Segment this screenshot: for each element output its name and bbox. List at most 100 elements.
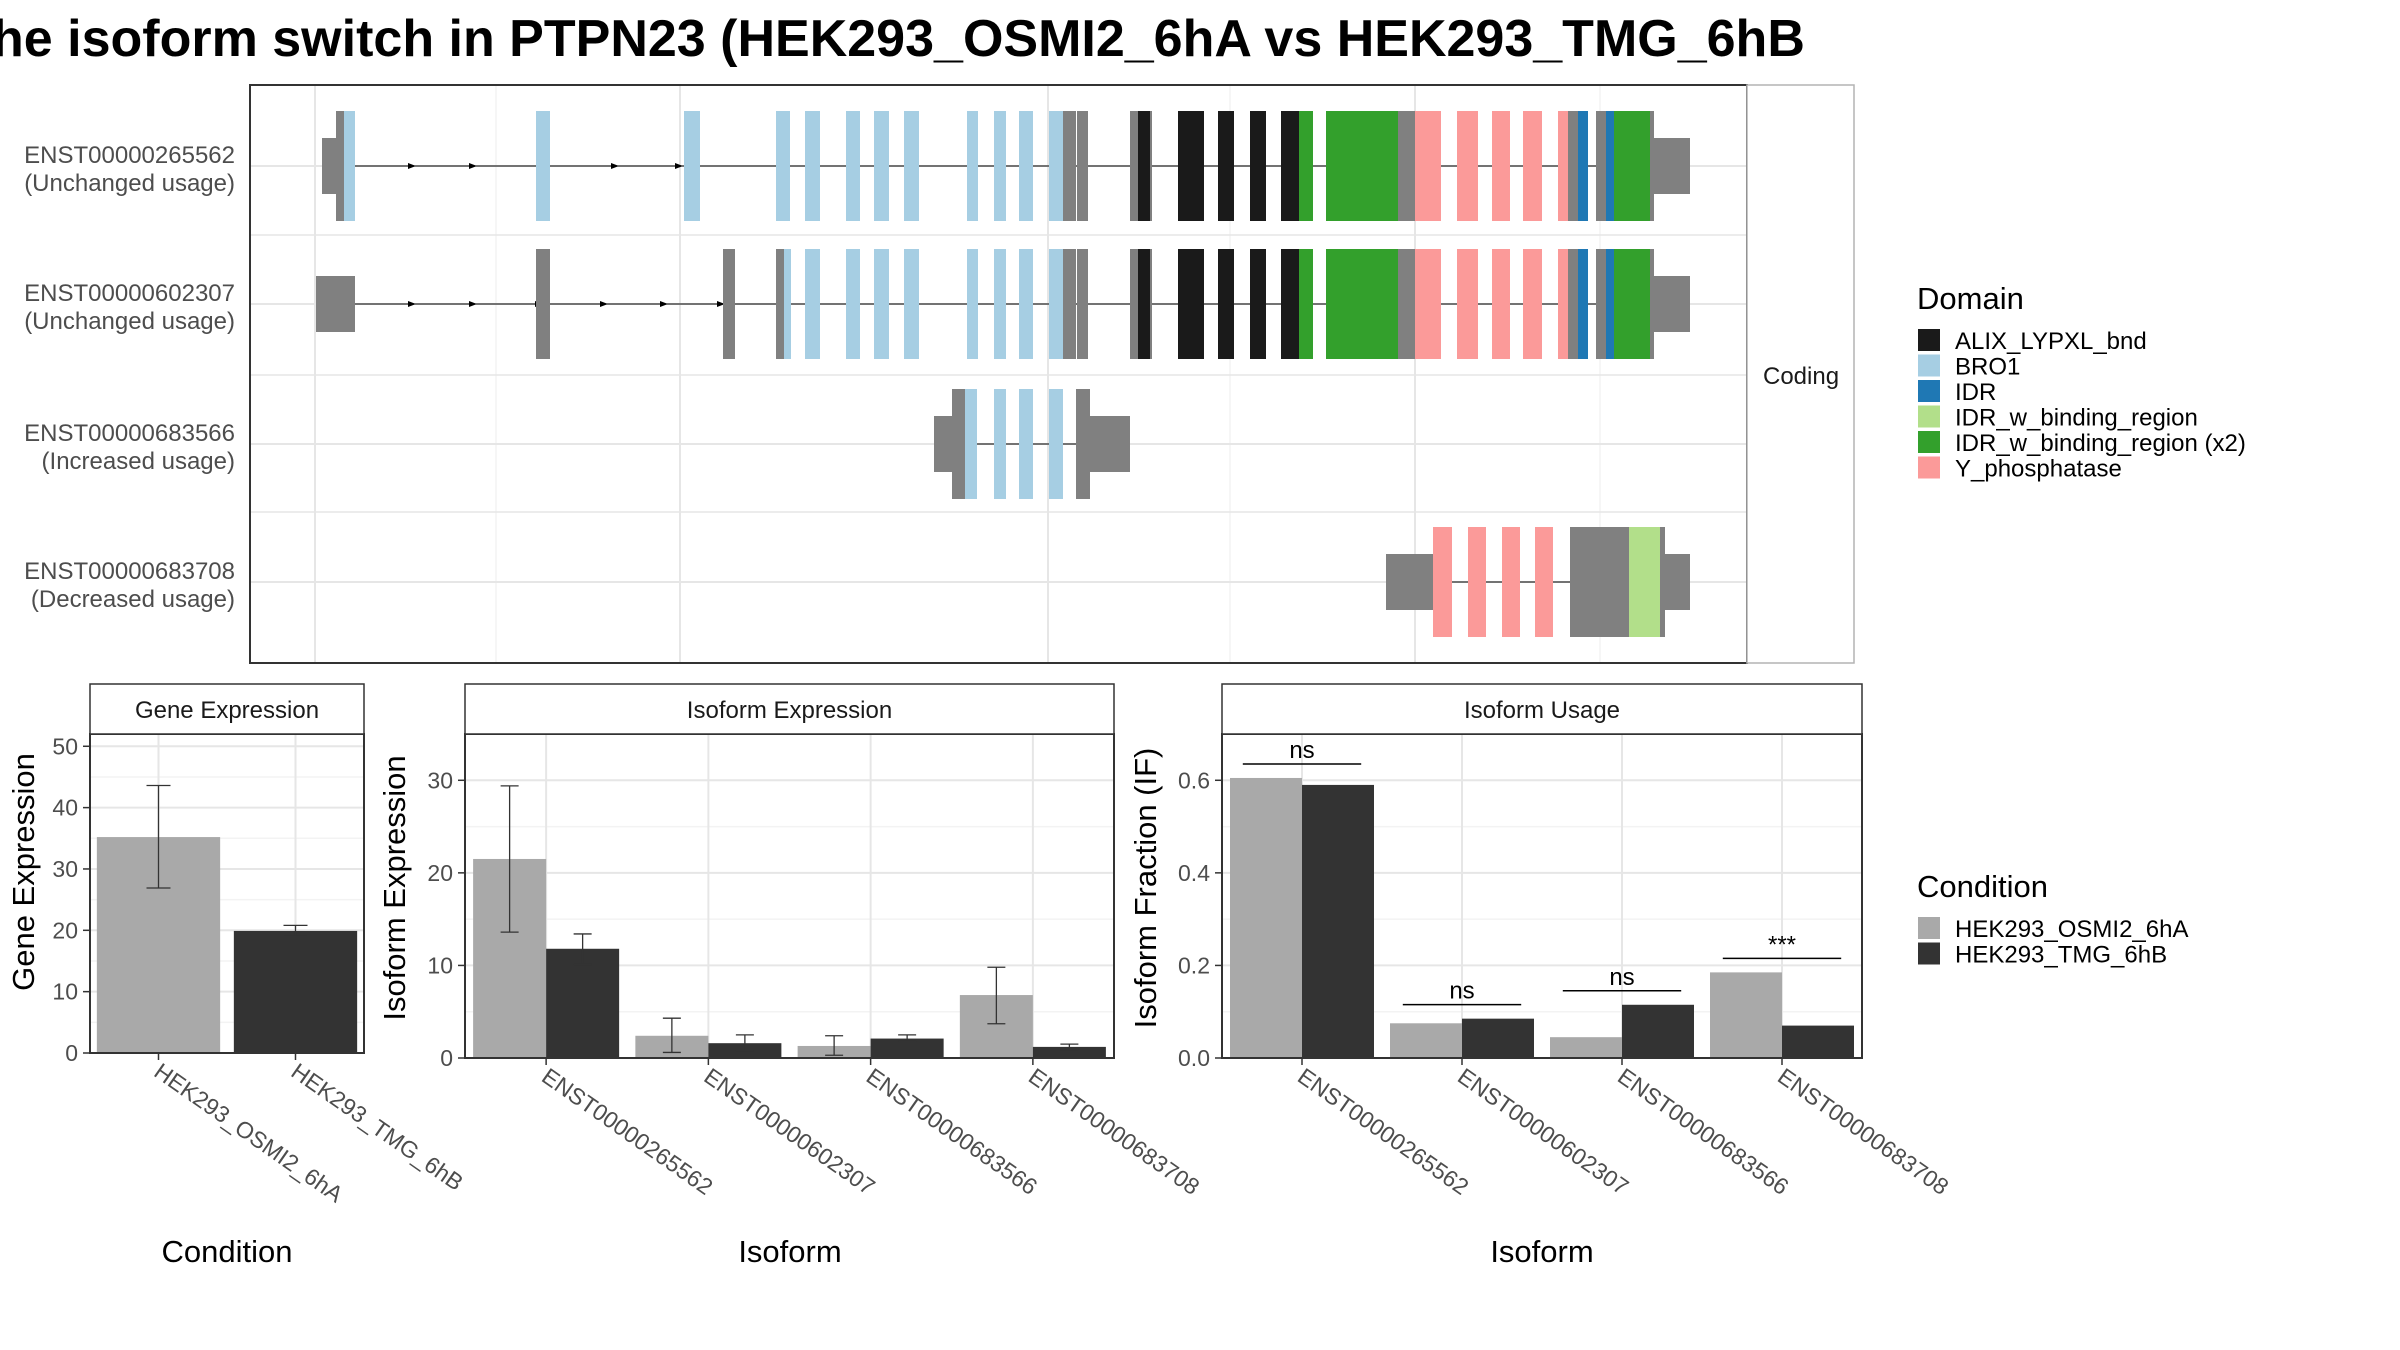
y-tick-label: 0 (440, 1045, 453, 1071)
x-tick-label: ENST00000602307 (1453, 1063, 1633, 1200)
y-tick-label: 20 (427, 860, 453, 886)
y-tick-label: 30 (52, 856, 78, 882)
x-tick-label: ENST00000683566 (862, 1063, 1042, 1200)
exon-ALIX_LYPXL_bnd (1281, 249, 1299, 359)
x-axis-label: Isoform (1490, 1234, 1593, 1269)
legend-key (1918, 431, 1940, 453)
legends-layer: DomainALIX_LYPXL_bndBRO1IDRIDR_w_binding… (1917, 281, 2246, 969)
y-tick-label: 50 (52, 733, 78, 759)
x-axis-label: Condition (162, 1234, 293, 1269)
exon-noncoding (1063, 111, 1076, 221)
exon-IDR_w_binding_region_x2 (1299, 111, 1313, 221)
exon-noncoding (1568, 249, 1578, 359)
intron-arrow-icon (717, 301, 725, 307)
y-axis-label: Isoform Expression (377, 755, 412, 1020)
legend-title: Condition (1917, 869, 2048, 904)
legend-key (1918, 456, 1940, 479)
exon-Y_phosphatase (1523, 111, 1542, 221)
isoform-label-usage: (Decreased usage) (31, 586, 235, 613)
transcript-ENST00000602307 (316, 249, 1690, 359)
facet-strip-label: Coding (1763, 363, 1839, 390)
bar (1390, 1023, 1462, 1058)
exon-BRO1 (967, 111, 978, 221)
significance-label: ns (1449, 978, 1474, 1005)
exon-BRO1 (784, 249, 791, 359)
y-tick-label: 0.0 (1178, 1045, 1210, 1071)
exon-noncoding (1077, 111, 1088, 221)
exon-BRO1 (1049, 111, 1063, 221)
exon-noncoding (952, 389, 965, 499)
exon-ALIX_LYPXL_bnd (1218, 111, 1234, 221)
exon-IDR (1606, 111, 1614, 221)
exon-noncoding (1063, 249, 1076, 359)
bar (1230, 777, 1302, 1058)
exon-BRO1 (994, 249, 1006, 359)
transcript-structure-panel: ENST00000265562(Unchanged usage)ENST0000… (24, 84, 1855, 664)
exon-BRO1 (1019, 249, 1033, 359)
exon-Y_phosphatase (1492, 249, 1510, 359)
exon-noncoding (1398, 111, 1415, 221)
intron-arrow-icon (408, 301, 416, 307)
significance-label: *** (1768, 931, 1796, 958)
y-tick-label: 0.6 (1178, 767, 1210, 793)
exon-BRO1 (805, 111, 820, 221)
chart-panel-2: 0.0 0.2 0.4 0.6 ns ns ns *** Isoform Usage ENST00… (1128, 683, 1954, 1269)
exon-BRO1 (1019, 389, 1033, 499)
utr-exon (934, 416, 955, 472)
legend-title: Domain (1917, 281, 2024, 316)
utr-exon (1386, 554, 1436, 610)
legend-label: ALIX_LYPXL_bnd (1955, 328, 2147, 355)
bar (1550, 1037, 1622, 1058)
bar (1462, 1018, 1534, 1058)
exon-noncoding (1596, 111, 1606, 221)
exon-Y_phosphatase (1433, 527, 1452, 637)
exon-Y_phosphatase (1468, 527, 1486, 637)
exon-ALIX_LYPXL_bnd (1138, 111, 1150, 221)
exon-ALIX_LYPXL_bnd (1178, 249, 1204, 359)
exon-BRO1 (684, 111, 700, 221)
isoform-label-id: ENST00000683708 (24, 558, 235, 585)
exon-BRO1 (874, 249, 889, 359)
exon-noncoding (1660, 527, 1665, 637)
legend-key (1918, 917, 1940, 939)
exon-IDR (1606, 249, 1614, 359)
legend-label: IDR_w_binding_region (x2) (1955, 430, 2246, 457)
exon-BRO1 (967, 249, 978, 359)
y-tick-label: 0.2 (1178, 952, 1210, 978)
chart-panel-1: 0 10 20 30 Isoform Expression ENST00000265562… (377, 683, 1204, 1269)
exon-IDR_w_binding_region_x2 (1614, 111, 1650, 221)
chart-title: Gene Expression (135, 697, 319, 724)
exon-BRO1 (874, 111, 889, 221)
exon-IDR_w_binding_region (1629, 527, 1660, 637)
x-tick-label: ENST00000602307 (700, 1063, 880, 1200)
exon-Y_phosphatase (1492, 111, 1510, 221)
intron-arrow-icon (600, 301, 608, 307)
facet-strip (1221, 683, 1863, 735)
legend-key (1918, 405, 1940, 428)
exon-ALIX_LYPXL_bnd (1281, 111, 1299, 221)
exon-ALIX_LYPXL_bnd (1138, 249, 1150, 359)
domain-legend: DomainALIX_LYPXL_bndBRO1IDRIDR_w_binding… (1917, 281, 2246, 483)
exon-noncoding (723, 249, 735, 359)
exon-noncoding (1398, 249, 1415, 359)
exon-Y_phosphatase (1523, 249, 1542, 359)
exon-ALIX_LYPXL_bnd (1178, 111, 1204, 221)
bar (546, 948, 620, 1058)
exon-BRO1 (1049, 389, 1063, 499)
exon-ALIX_LYPXL_bnd (1250, 111, 1266, 221)
utr-exon (1090, 416, 1130, 472)
legend-label: HEK293_TMG_6hB (1955, 942, 2167, 969)
transcript-ENST00000683566 (934, 389, 1130, 499)
exon-IDR_w_binding_region_x2 (1326, 249, 1398, 359)
bar (1302, 784, 1374, 1058)
y-tick-label: 10 (427, 952, 453, 978)
utr-exon (1654, 138, 1690, 194)
exon-IDR_w_binding_region_x2 (1326, 111, 1398, 221)
exon-noncoding (1568, 111, 1578, 221)
y-axis-label: Isoform Fraction (IF) (1128, 748, 1163, 1029)
intron-arrow-icon (660, 301, 668, 307)
y-tick-label: 0 (65, 1040, 78, 1066)
isoform-label-usage: (Unchanged usage) (24, 170, 235, 197)
